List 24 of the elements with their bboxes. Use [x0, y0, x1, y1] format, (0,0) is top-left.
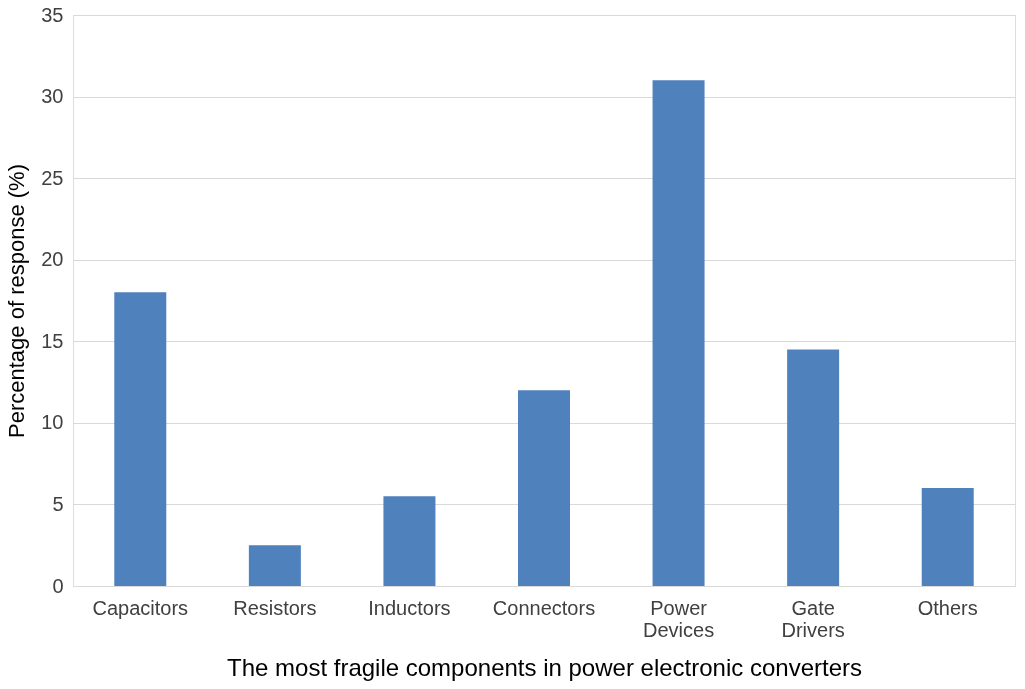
bar [383, 496, 436, 586]
y-tick-label: 30 [41, 85, 64, 108]
x-tick-label: Power Devices [643, 596, 715, 641]
x-tick-label: Connectors [492, 596, 596, 619]
y-tick-label: 25 [41, 166, 64, 189]
bar [248, 545, 301, 586]
x-tick-label: Others [917, 596, 978, 619]
bar [787, 349, 840, 586]
y-tick-label: 5 [52, 492, 64, 515]
y-tick-label: 15 [41, 329, 64, 352]
bar [114, 292, 167, 586]
y-tick-label: 35 [41, 3, 64, 26]
bar [921, 488, 974, 586]
x-tick-label: Capacitors [92, 596, 189, 619]
y-tick-label: 10 [41, 411, 64, 434]
x-tick-label: Resistors [233, 596, 317, 619]
y-tick-label: 0 [52, 574, 64, 597]
x-tick-label: Gate Drivers [781, 596, 845, 641]
y-axis-title: Percentage of response (%) [4, 164, 30, 438]
x-tick-label: Inductors [368, 596, 451, 619]
x-axis-title: The most fragile components in power electronic converters [227, 653, 862, 681]
bar [652, 80, 705, 586]
y-tick-label: 20 [41, 248, 64, 271]
bar [518, 390, 570, 586]
